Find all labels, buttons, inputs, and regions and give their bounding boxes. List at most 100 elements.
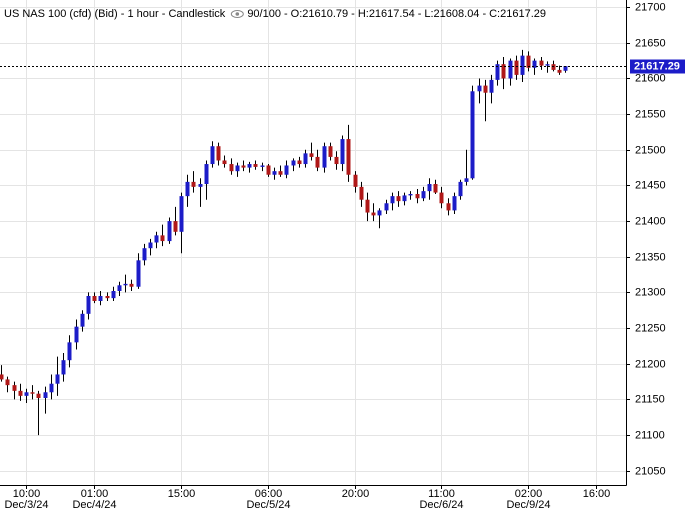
candle-body (260, 165, 265, 167)
candle-body (433, 184, 438, 193)
candle-body (229, 164, 234, 172)
last-price-box (630, 59, 685, 74)
x-date-label: Dec/9/24 (506, 499, 550, 510)
candle-body (136, 260, 141, 287)
header-ohlc: O:21610.79 (291, 8, 349, 20)
candle-body (216, 146, 221, 161)
candle-body (284, 165, 289, 175)
candle-body (18, 390, 23, 396)
candle-body (315, 156, 320, 168)
candle-body (377, 210, 382, 216)
candle-body (185, 181, 190, 197)
candle-body (501, 64, 506, 79)
candle-body (446, 203, 451, 211)
candle-body (253, 164, 258, 167)
candle-body (427, 184, 432, 192)
candle-body (5, 379, 10, 386)
header-ohlc: C:21617.29 (489, 8, 546, 20)
candle-body (303, 153, 308, 165)
x-date-label: Dec/6/24 (419, 499, 463, 510)
candle-body (384, 203, 389, 211)
candle-body (365, 199, 370, 213)
x-tick-label: 01:00 (81, 488, 109, 500)
candle-body (55, 374, 60, 384)
candle-body (508, 60, 513, 79)
candle-body (458, 181, 463, 197)
candle-body (24, 392, 29, 396)
y-tick-label: 21100 (635, 429, 665, 441)
x-tick-label: 10:00 (13, 488, 41, 500)
candle-body (123, 283, 128, 286)
candle-body (74, 326, 79, 343)
candle-body (210, 146, 215, 165)
y-tick-label: 21550 (635, 108, 666, 120)
y-tick-label: 21700 (635, 1, 666, 13)
candle-body (247, 164, 252, 168)
candle-body (92, 295, 97, 301)
candle-body (532, 60, 537, 68)
candle-body (191, 181, 196, 187)
candle-body (173, 221, 178, 232)
y-tick-label: 21450 (635, 179, 666, 191)
candle-body (483, 85, 488, 93)
candle-body (235, 165, 240, 172)
candle-body (154, 235, 159, 243)
candle-body (452, 196, 457, 211)
candle-body (545, 64, 550, 66)
y-tick-label: 21150 (635, 393, 665, 405)
header-zoom: 90/100 (247, 8, 281, 20)
header-title: US NAS 100 (cfd) (Bid) - 1 hour - Candle… (4, 8, 226, 20)
candle-body (551, 64, 556, 70)
candle-body (30, 392, 35, 394)
eye-icon (230, 10, 244, 18)
x-tick-label: 02:00 (515, 488, 543, 500)
candle-body (371, 212, 376, 216)
header-separator: - (482, 8, 486, 20)
candle-body (67, 342, 72, 361)
candle-body (464, 178, 469, 182)
candle-body (272, 171, 277, 175)
x-date-label: Dec/5/24 (246, 499, 290, 510)
candle-body (322, 146, 327, 168)
candle-body (129, 283, 134, 287)
candle-body (309, 153, 314, 157)
last-price-label: 21617.29 (634, 60, 680, 72)
candle-body (117, 285, 122, 291)
candle-body (297, 160, 302, 165)
candle-body (514, 60, 519, 75)
candle-body (36, 393, 41, 398)
candle-body (439, 192, 444, 204)
eye-outline (230, 10, 244, 18)
candle-body (12, 385, 17, 391)
candle-body (402, 195, 407, 202)
candle-body (111, 291, 116, 299)
candle-body (43, 392, 48, 398)
x-tick-label: 16:00 (583, 488, 611, 500)
candle-body (198, 184, 203, 187)
y-tick-label: 21300 (635, 286, 666, 298)
candle-body (557, 69, 562, 73)
header-ohlc: H:21617.54 (358, 8, 415, 20)
header-separator: - (351, 8, 355, 20)
candle-body (539, 60, 544, 66)
candle-body (0, 374, 4, 380)
candle-body (495, 64, 500, 80)
candle-body (390, 196, 395, 204)
candle-body (328, 146, 333, 157)
candle-body (415, 194, 420, 199)
y-tick-label: 21350 (635, 251, 666, 263)
header-separator: - (418, 8, 422, 20)
x-tick-label: 11:00 (428, 488, 455, 500)
candle-body (98, 295, 103, 301)
candle-body (396, 196, 401, 202)
candle-body (334, 156, 339, 165)
candle-body (142, 248, 147, 261)
x-date-label: Dec/3/24 (4, 499, 48, 510)
candle-body (489, 79, 494, 93)
eye-pupil (235, 12, 240, 16)
candle-body (179, 196, 184, 232)
y-tick-label: 21500 (635, 144, 666, 156)
y-tick-label: 21050 (635, 465, 666, 477)
